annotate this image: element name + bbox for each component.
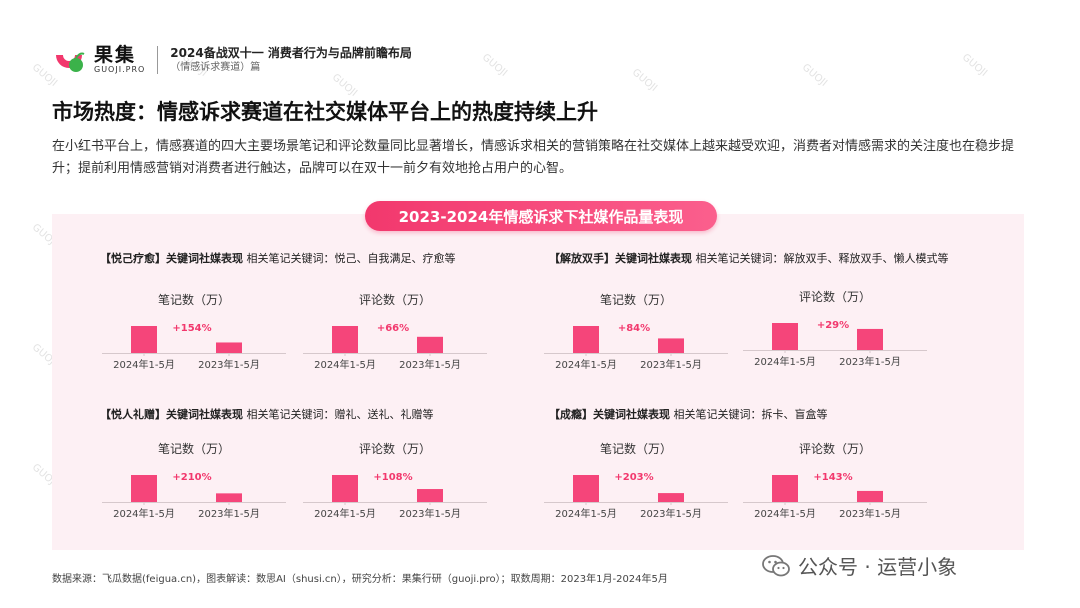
bar-2024 — [573, 475, 599, 502]
bar-chart-svg: 2024年1-5月 2023年1-5月 +29% — [743, 320, 927, 368]
bar-2024 — [772, 475, 798, 502]
chart-addiction-notes: 2024年1-5月 2023年1-5月 +203% 笔记数（万） — [536, 440, 736, 530]
growth-annotation: +84% — [618, 323, 650, 334]
x-tick-label: 2023年1-5月 — [839, 507, 901, 520]
bar-chart-svg: 2024年1-5月 2023年1-5月 +143% — [743, 472, 927, 520]
watermark-icon: GUOJI — [799, 62, 830, 89]
bar-2024 — [332, 326, 358, 353]
bar-chart-svg: 2024年1-5月 2023年1-5月 +66% — [303, 323, 487, 371]
x-tick-label: 2024年1-5月 — [754, 507, 816, 520]
x-tick-label: 2023年1-5月 — [399, 507, 461, 520]
watermark-icon: GUOJI — [629, 67, 660, 94]
chart-addiction-comments: 2024年1-5月 2023年1-5月 +143% 评论数（万） — [735, 440, 935, 530]
chart-title: 笔记数（万） — [599, 293, 672, 307]
x-tick-label: 2023年1-5月 — [198, 507, 260, 520]
chart-self-healing-comments: 2024年1-5月 2023年1-5月 +66% 评论数（万） — [295, 291, 495, 381]
x-tick-label: 2023年1-5月 — [640, 507, 702, 520]
chart-gifting-comments: 2024年1-5月 2023年1-5月 +108% 评论数（万） — [295, 440, 495, 530]
section-title-self-healing: 【悦己疗愈】关键词社媒表现 相关笔记关键词：悦己、自我满足、疗愈等 — [100, 250, 456, 266]
section-keywords: 相关笔记关键词：赠礼、送礼、礼赠等 — [246, 408, 434, 421]
chart-title: 笔记数（万） — [157, 293, 230, 307]
chart-gifting-notes: 2024年1-5月 2023年1-5月 +210% 笔记数（万） — [94, 440, 294, 530]
growth-annotation: +143% — [813, 472, 852, 483]
growth-annotation: +66% — [377, 323, 409, 334]
watermark-icon: GUOJI — [959, 52, 990, 79]
x-tick-label: 2023年1-5月 — [399, 358, 461, 371]
x-tick-label: 2024年1-5月 — [113, 358, 175, 371]
report-subtitle: （情感诉求赛道）篇 — [170, 62, 261, 73]
wechat-icon — [762, 554, 790, 576]
bar-2023 — [658, 493, 684, 502]
header-divider — [157, 46, 159, 74]
data-source-footnote: 数据来源：飞瓜数据(feigua.cn)，图表解读：数思AI（shusi.cn）… — [52, 574, 668, 585]
x-tick-label: 2024年1-5月 — [314, 507, 376, 520]
chart-title: 评论数（万） — [798, 290, 871, 304]
chart-hands-free-notes: 2024年1-5月 2023年1-5月 +84% 笔记数（万） — [536, 291, 736, 381]
chart-title: 评论数（万） — [798, 442, 871, 456]
bar-2023 — [216, 342, 242, 353]
section-tag: 【解放双手】关键词社媒表现 — [549, 252, 692, 265]
x-tick-label: 2024年1-5月 — [113, 507, 175, 520]
bar-chart-svg: 2024年1-5月 2023年1-5月 +108% — [303, 472, 487, 520]
bar-2024 — [573, 326, 599, 353]
chart-title: 评论数（万） — [358, 442, 431, 456]
logo-domain: GUOJI.PRO — [94, 65, 146, 74]
x-tick-label: 2023年1-5月 — [198, 358, 260, 371]
logo-name: 果集 — [94, 44, 137, 66]
growth-annotation: +29% — [817, 320, 849, 331]
section-tag: 【悦人礼赠】关键词社媒表现 — [100, 408, 243, 421]
x-tick-label: 2024年1-5月 — [314, 358, 376, 371]
section-keywords: 相关笔记关键词：解放双手、释放双手、懒人模式等 — [695, 252, 949, 265]
section-title-gifting: 【悦人礼赠】关键词社媒表现 相关笔记关键词：赠礼、送礼、礼赠等 — [100, 406, 434, 422]
bar-2023 — [857, 490, 883, 502]
bar-2023 — [658, 338, 684, 353]
chart-title: 笔记数（万） — [157, 442, 230, 456]
bar-2024 — [131, 326, 157, 353]
bar-chart-svg: 2024年1-5月 2023年1-5月 +203% — [544, 472, 728, 520]
x-tick-label: 2024年1-5月 — [754, 355, 816, 368]
x-tick-label: 2023年1-5月 — [839, 355, 901, 368]
bar-2024 — [772, 323, 798, 350]
section-tag: 【成瘾】关键词社媒表现 — [549, 408, 670, 421]
x-tick-label: 2023年1-5月 — [640, 358, 702, 371]
intro-paragraph: 在小红书平台上，情感赛道的四大主要场景笔记和评论数量同比显著增长，情感诉求相关的… — [52, 139, 1015, 176]
guoji-logo-icon — [52, 43, 86, 77]
chart-title: 评论数（万） — [358, 293, 431, 307]
bar-2023 — [857, 328, 883, 350]
report-title: 2024备战双十一 消费者行为与品牌前瞻布局 — [170, 46, 412, 60]
page-title: 市场热度：情感诉求赛道在社交媒体平台上的热度持续上升 — [52, 100, 598, 124]
chart-self-healing-notes: 2024年1-5月 2023年1-5月 +154% 笔记数（万） — [94, 291, 294, 381]
bar-2024 — [131, 475, 157, 502]
section-title-addiction: 【成瘾】关键词社媒表现 相关笔记关键词：拆卡、盲盒等 — [549, 406, 828, 422]
bar-2023 — [417, 336, 443, 353]
wechat-account: 公众号 · 运营小象 — [762, 551, 957, 580]
x-tick-label: 2024年1-5月 — [555, 358, 617, 371]
section-tag: 【悦己疗愈】关键词社媒表现 — [100, 252, 243, 265]
bar-2024 — [332, 475, 358, 502]
section-title-hands-free: 【解放双手】关键词社媒表现 相关笔记关键词：解放双手、释放双手、懒人模式等 — [549, 250, 949, 266]
bar-chart-svg: 2024年1-5月 2023年1-5月 +210% — [102, 472, 286, 520]
wechat-account-name: 公众号 · 运营小象 — [798, 555, 958, 579]
chart-hands-free-comments: 2024年1-5月 2023年1-5月 +29% 评论数（万） — [735, 288, 935, 378]
growth-annotation: +108% — [373, 472, 412, 483]
growth-annotation: +210% — [172, 472, 211, 483]
section-keywords: 相关笔记关键词：悦己、自我满足、疗愈等 — [246, 252, 456, 265]
bar-2023 — [417, 489, 443, 502]
bar-chart-svg: 2024年1-5月 2023年1-5月 +84% — [544, 323, 728, 371]
growth-annotation: +154% — [172, 323, 211, 334]
section-keywords: 相关笔记关键词：拆卡、盲盒等 — [673, 408, 828, 421]
banner-title: 2023-2024年情感诉求下社媒作品量表现 — [365, 201, 717, 231]
x-tick-label: 2024年1-5月 — [555, 507, 617, 520]
bar-chart-svg: 2024年1-5月 2023年1-5月 +154% — [102, 323, 286, 371]
bar-2023 — [216, 493, 242, 502]
report-header: 果集 GUOJI.PRO 2024备战双十一 消费者行为与品牌前瞻布局 （情感诉… — [52, 40, 412, 80]
growth-annotation: +203% — [614, 472, 653, 483]
chart-title: 笔记数（万） — [599, 442, 672, 456]
watermark-icon: GUOJI — [479, 52, 510, 79]
